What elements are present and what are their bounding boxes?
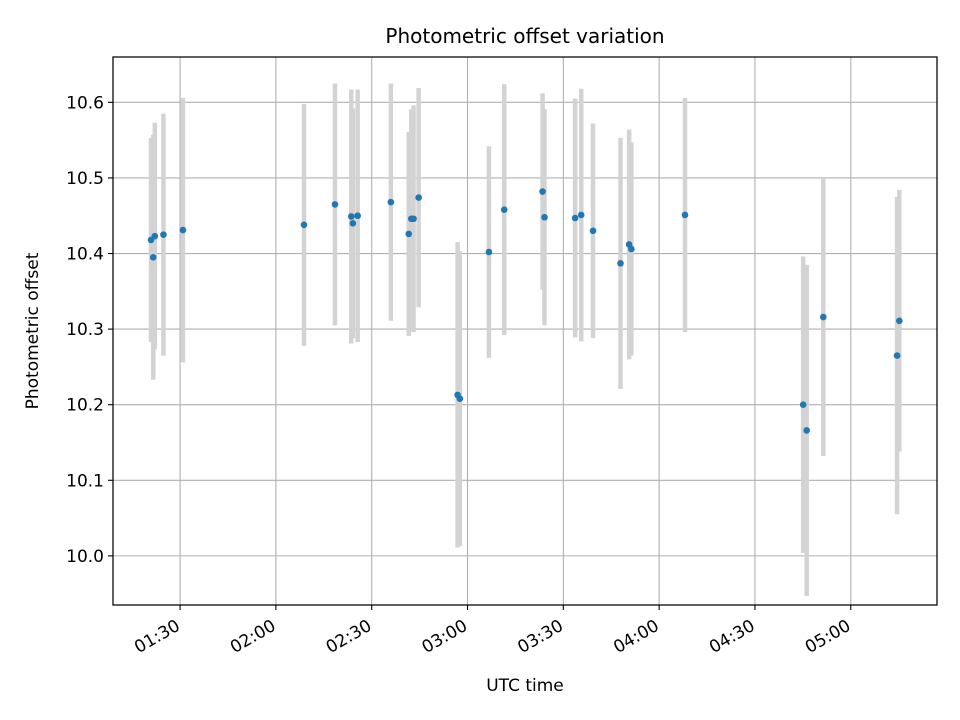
chart-title: Photometric offset variation — [385, 24, 664, 48]
data-point — [577, 211, 585, 219]
data-point — [541, 213, 548, 221]
y-tick-label: 10.0 — [66, 547, 104, 567]
data-point — [485, 248, 493, 256]
data-point — [799, 401, 807, 408]
data-point — [387, 198, 395, 206]
data-point — [571, 214, 579, 222]
data-point — [300, 221, 308, 229]
data-point — [803, 427, 810, 434]
data-point — [331, 201, 339, 208]
data-point — [681, 211, 689, 219]
data-point — [347, 213, 355, 220]
data-point — [617, 260, 624, 267]
y-tick-label: 10.4 — [66, 245, 104, 265]
data-point — [179, 226, 187, 234]
plot-frame — [112, 56, 938, 606]
y-tick-label: 10.1 — [66, 471, 104, 491]
grid — [113, 57, 937, 605]
data-point — [628, 245, 635, 253]
data-point — [410, 215, 417, 223]
y-tick-label: 10.6 — [66, 93, 104, 113]
data-point — [349, 219, 357, 227]
data-point — [896, 317, 903, 325]
data-point — [354, 212, 361, 220]
y-tick-label: 10.5 — [66, 169, 104, 189]
y-tick-label: 10.3 — [66, 320, 104, 340]
data-point — [415, 194, 422, 201]
data-point — [405, 230, 413, 238]
y-tick-label: 10.2 — [66, 396, 104, 416]
data-point — [160, 231, 167, 238]
data-point — [456, 395, 464, 402]
data-point — [500, 206, 508, 213]
data-point — [893, 352, 901, 359]
data-point — [589, 227, 597, 235]
data-point — [539, 188, 546, 195]
data-point — [151, 232, 159, 240]
data-point — [820, 313, 827, 321]
y-axis-ticks: 10.0 10.1 10.2 10.3 10.4 10.5 10.6 — [66, 93, 113, 567]
x-axis-title: UTC time — [486, 676, 564, 696]
y-axis-title: Photometric offset — [23, 252, 43, 409]
data-points — [147, 188, 903, 434]
data-point — [149, 254, 157, 261]
